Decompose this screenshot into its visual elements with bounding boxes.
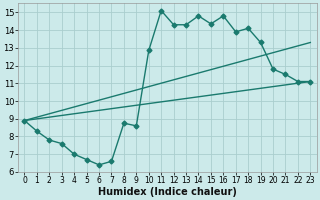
- X-axis label: Humidex (Indice chaleur): Humidex (Indice chaleur): [98, 187, 237, 197]
